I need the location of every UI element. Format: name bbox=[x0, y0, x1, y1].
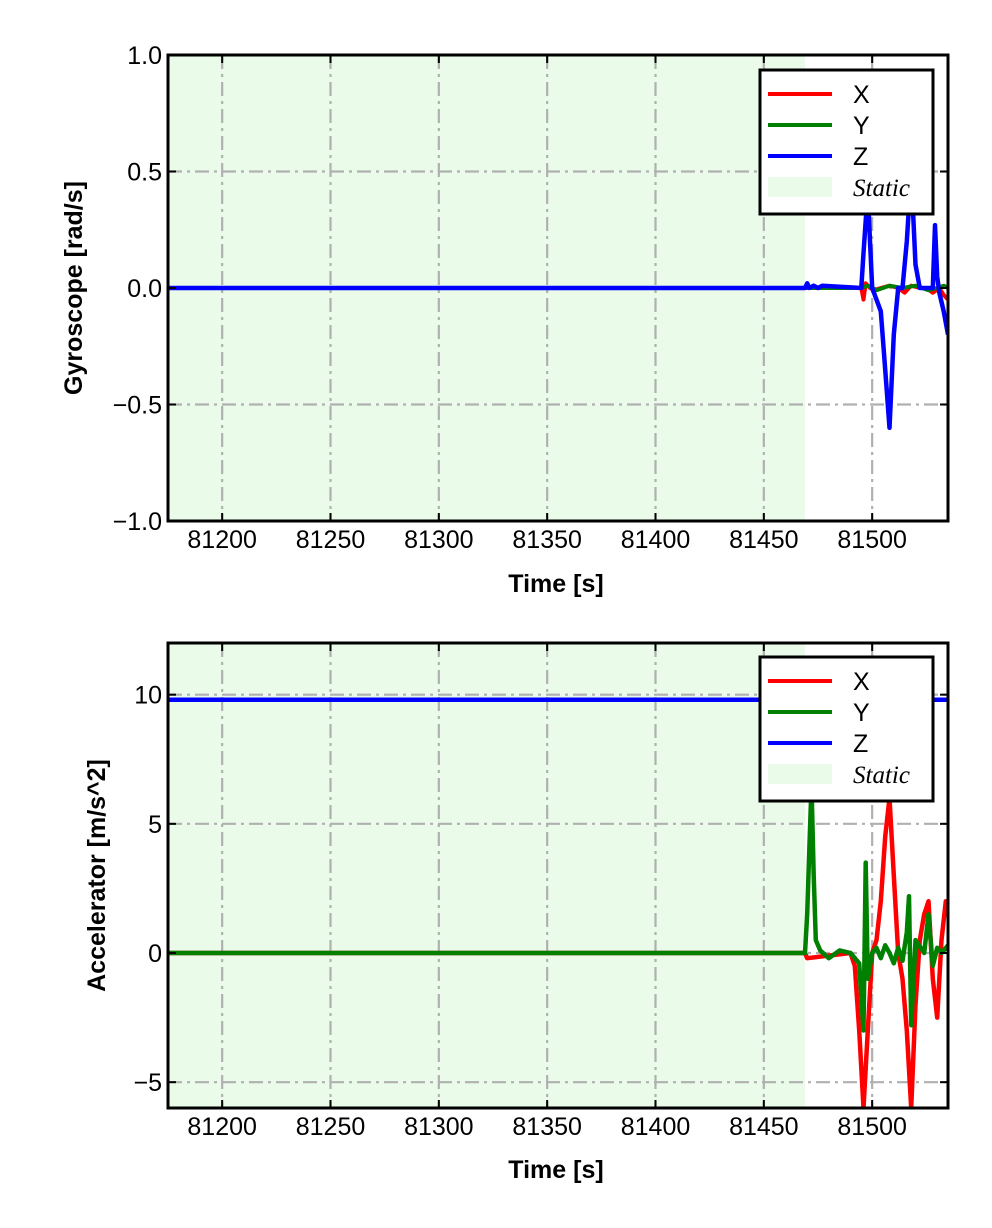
legend-swatch-static bbox=[768, 764, 832, 784]
plot-frame bbox=[166, 641, 950, 1110]
x-tick-label: 81200 bbox=[187, 1113, 257, 1141]
x-tick-label: 81400 bbox=[621, 526, 691, 554]
legend: XYZ Static bbox=[758, 68, 935, 216]
y-tick-label: 1.0 bbox=[127, 42, 162, 70]
gyroscope-chart: 81200 81250 81300 81350 81400 81450 81500 −1.0 −… bbox=[60, 42, 950, 598]
x-tick-label: 81250 bbox=[296, 526, 366, 554]
x-tick-label: 81500 bbox=[837, 1113, 907, 1141]
x-tick-label: 81300 bbox=[404, 1113, 474, 1141]
legend-label-z: Z bbox=[853, 143, 868, 171]
y-tick-label: 0.0 bbox=[127, 275, 162, 303]
y-tick-label: −1.0 bbox=[113, 508, 162, 536]
x-tick-label: 81400 bbox=[621, 1113, 691, 1141]
y-axis-label: Gyroscope [rad/s] bbox=[60, 181, 88, 395]
legend-swatch-static bbox=[768, 177, 832, 197]
x-tick-label: 81350 bbox=[512, 526, 582, 554]
y-tick-label: −5 bbox=[133, 1069, 162, 1097]
legend-label-x: X bbox=[853, 81, 870, 109]
x-tick-label: 81200 bbox=[187, 526, 257, 554]
x-axis-label: Time [s] bbox=[508, 570, 603, 598]
legend-label-static: Static bbox=[853, 762, 910, 789]
x-axis-label: Time [s] bbox=[508, 1156, 603, 1184]
legend-label-y: Y bbox=[853, 112, 870, 140]
y-tick-label: 0.5 bbox=[127, 159, 162, 187]
series-lines bbox=[168, 169, 948, 431]
x-tick-label: 81450 bbox=[729, 1113, 799, 1141]
x-tick-label: 81500 bbox=[837, 526, 907, 554]
legend-label-y: Y bbox=[853, 699, 870, 727]
y-axis-label: Accelerator [m/s^2] bbox=[83, 759, 111, 992]
series-line-z bbox=[168, 169, 948, 431]
x-tick-label: 81250 bbox=[296, 1113, 366, 1141]
legend-label-x: X bbox=[853, 668, 870, 696]
static-region bbox=[168, 643, 805, 1108]
y-tick-label: −0.5 bbox=[113, 392, 162, 420]
x-tick-label: 81300 bbox=[404, 526, 474, 554]
legend-label-static: Static bbox=[853, 175, 910, 202]
legend-label-z: Z bbox=[853, 730, 868, 758]
y-tick-label: 5 bbox=[148, 811, 162, 839]
accelerator-chart: 81200 81250 81300 81350 81400 81450 81500 −5 0 5 1… bbox=[83, 641, 950, 1184]
legend: XYZ Static bbox=[758, 655, 935, 803]
series-line-y bbox=[168, 782, 948, 1033]
plot-frame bbox=[166, 53, 950, 523]
y-tick-label: 0 bbox=[148, 940, 162, 968]
y-tick-label: 10 bbox=[134, 682, 162, 710]
x-tick-label: 81350 bbox=[512, 1113, 582, 1141]
x-tick-label: 81450 bbox=[729, 526, 799, 554]
